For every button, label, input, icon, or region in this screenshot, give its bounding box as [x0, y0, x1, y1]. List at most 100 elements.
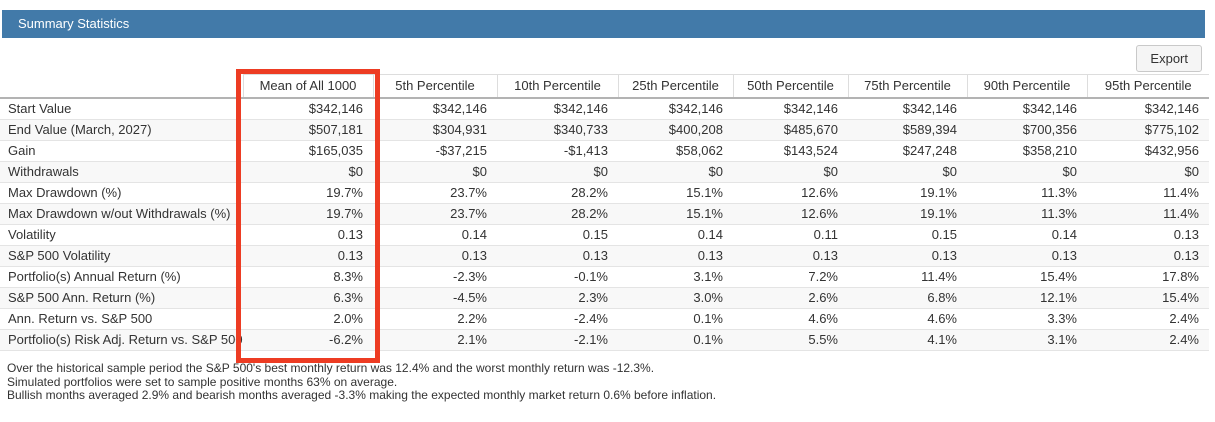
table-cell: 12.1%	[967, 287, 1087, 309]
table-cell: $342,146	[967, 98, 1087, 120]
table-cell: 3.0%	[618, 287, 733, 309]
table-cell: $0	[497, 161, 618, 183]
table-cell: -$1,413	[497, 140, 618, 162]
table-cell: 2.6%	[733, 287, 848, 309]
table-cell: 0.15	[848, 224, 967, 246]
table-row: Volatility 0.13 0.14 0.15 0.14 0.11 0.15 0.14 0.…	[0, 224, 1209, 246]
row-label: Start Value	[0, 98, 243, 120]
table-cell: 28.2%	[497, 203, 618, 225]
row-label: Portfolio(s) Annual Return (%)	[0, 266, 243, 288]
table-row: S&P 500 Volatility 0.13 0.13 0.13 0.13 0.13 0.…	[0, 245, 1209, 267]
column-header: 90th Percentile	[966, 74, 1087, 99]
table-cell: 3.1%	[967, 329, 1087, 351]
row-label: End Value (March, 2027)	[0, 119, 243, 141]
table-cell: 3.3%	[967, 308, 1087, 330]
table-cell: 19.7%	[243, 182, 373, 204]
table-cell: 12.6%	[733, 203, 848, 225]
table-cell: 11.3%	[967, 182, 1087, 204]
column-header: 25th Percentile	[617, 74, 733, 99]
table-cell: -4.5%	[373, 287, 497, 309]
table-cell: $0	[733, 161, 848, 183]
table-cell: 17.8%	[1087, 266, 1209, 288]
table-cell: 6.3%	[243, 287, 373, 309]
table-cell: 0.1%	[618, 308, 733, 330]
table-cell: $700,356	[967, 119, 1087, 141]
table-cell: $0	[1087, 161, 1209, 183]
table-cell: 11.4%	[1087, 182, 1209, 204]
table-cell: $0	[848, 161, 967, 183]
table-cell: 11.4%	[848, 266, 967, 288]
table-cell: 0.13	[848, 245, 967, 267]
table-cell: $342,146	[497, 98, 618, 120]
table-cell: 8.3%	[243, 266, 373, 288]
table-cell: -$37,215	[373, 140, 497, 162]
table-cell: 4.6%	[848, 308, 967, 330]
row-label: Portfolio(s) Risk Adj. Return vs. S&P 50…	[0, 329, 243, 351]
table-cell: 23.7%	[373, 182, 497, 204]
row-label: Ann. Return vs. S&P 500	[0, 308, 243, 330]
table-cell: $247,248	[848, 140, 967, 162]
table-cell: -0.1%	[497, 266, 618, 288]
table-cell: -2.3%	[373, 266, 497, 288]
table-cell: 0.11	[733, 224, 848, 246]
table-row: Ann. Return vs. S&P 500 2.0% 2.2% -2.4% 0.1%…	[0, 308, 1209, 330]
table-row: Portfolio(s) Annual Return (%) 8.3% -2.3% -…	[0, 266, 1209, 288]
table-cell: 12.6%	[733, 182, 848, 204]
table-cell: $143,524	[733, 140, 848, 162]
row-label-header	[0, 74, 243, 99]
table-cell: 0.1%	[618, 329, 733, 351]
table-cell: 28.2%	[497, 182, 618, 204]
column-header: Mean of All 1000	[242, 74, 373, 99]
table-cell: 15.4%	[967, 266, 1087, 288]
table-cell: 0.14	[618, 224, 733, 246]
table-cell: $358,210	[967, 140, 1087, 162]
row-label: S&P 500 Volatility	[0, 245, 243, 267]
table-cell: 15.1%	[618, 203, 733, 225]
table-cell: 0.13	[243, 224, 373, 246]
column-header: 95th Percentile	[1086, 74, 1209, 99]
table-cell: -2.4%	[497, 308, 618, 330]
table-cell: $0	[618, 161, 733, 183]
table-cell: 3.1%	[618, 266, 733, 288]
table-row: Max Drawdown (%) 19.7% 23.7% 28.2% 15.1% 12.6…	[0, 182, 1209, 204]
table-row: End Value (March, 2027) $507,181 $304,931 $…	[0, 119, 1209, 141]
column-header: 75th Percentile	[847, 74, 967, 99]
table-cell: -6.2%	[243, 329, 373, 351]
table-cell: 7.2%	[733, 266, 848, 288]
table-cell: $58,062	[618, 140, 733, 162]
column-header: 5th Percentile	[372, 74, 497, 99]
table-row: Max Drawdown w/out Withdrawals (%) 19.7% 2…	[0, 203, 1209, 225]
table-cell: 2.3%	[497, 287, 618, 309]
table-cell: -2.1%	[497, 329, 618, 351]
table-cell: 2.2%	[373, 308, 497, 330]
table-cell: 11.4%	[1087, 203, 1209, 225]
row-label: Max Drawdown (%)	[0, 182, 243, 204]
table-cell: $340,733	[497, 119, 618, 141]
table-cell: 2.4%	[1087, 308, 1209, 330]
table-cell: $400,208	[618, 119, 733, 141]
table-cell: $342,146	[1087, 98, 1209, 120]
table-wrap: Mean of All 1000 5th Percentile 10th Perce…	[0, 69, 1215, 363]
table-cell: $165,035	[243, 140, 373, 162]
table-cell: $342,146	[848, 98, 967, 120]
table-cell: $432,956	[1087, 140, 1209, 162]
table-cell: 0.14	[373, 224, 497, 246]
panel-title: Summary Statistics	[18, 16, 130, 31]
table-cell: 11.3%	[967, 203, 1087, 225]
column-header: 10th Percentile	[496, 74, 618, 99]
table-cell: $342,146	[733, 98, 848, 120]
table-cell: 15.4%	[1087, 287, 1209, 309]
export-button[interactable]: Export	[1136, 45, 1202, 72]
table-cell: 2.0%	[243, 308, 373, 330]
table-row: Withdrawals $0 $0 $0 $0 $0 $0 $0 $0	[0, 161, 1209, 183]
table-cell: $342,146	[243, 98, 373, 120]
summary-statistics-table: Mean of All 1000 5th Percentile 10th Perce…	[0, 74, 1209, 351]
table-cell: $0	[967, 161, 1087, 183]
table-cell: 0.13	[373, 245, 497, 267]
toolbar: Export	[0, 38, 1215, 74]
table-cell: 0.13	[733, 245, 848, 267]
table-cell: 0.15	[497, 224, 618, 246]
table-row: Start Value $342,146 $342,146 $342,146 $342,…	[0, 98, 1209, 120]
table-cell: $0	[243, 161, 373, 183]
row-label: Withdrawals	[0, 161, 243, 183]
